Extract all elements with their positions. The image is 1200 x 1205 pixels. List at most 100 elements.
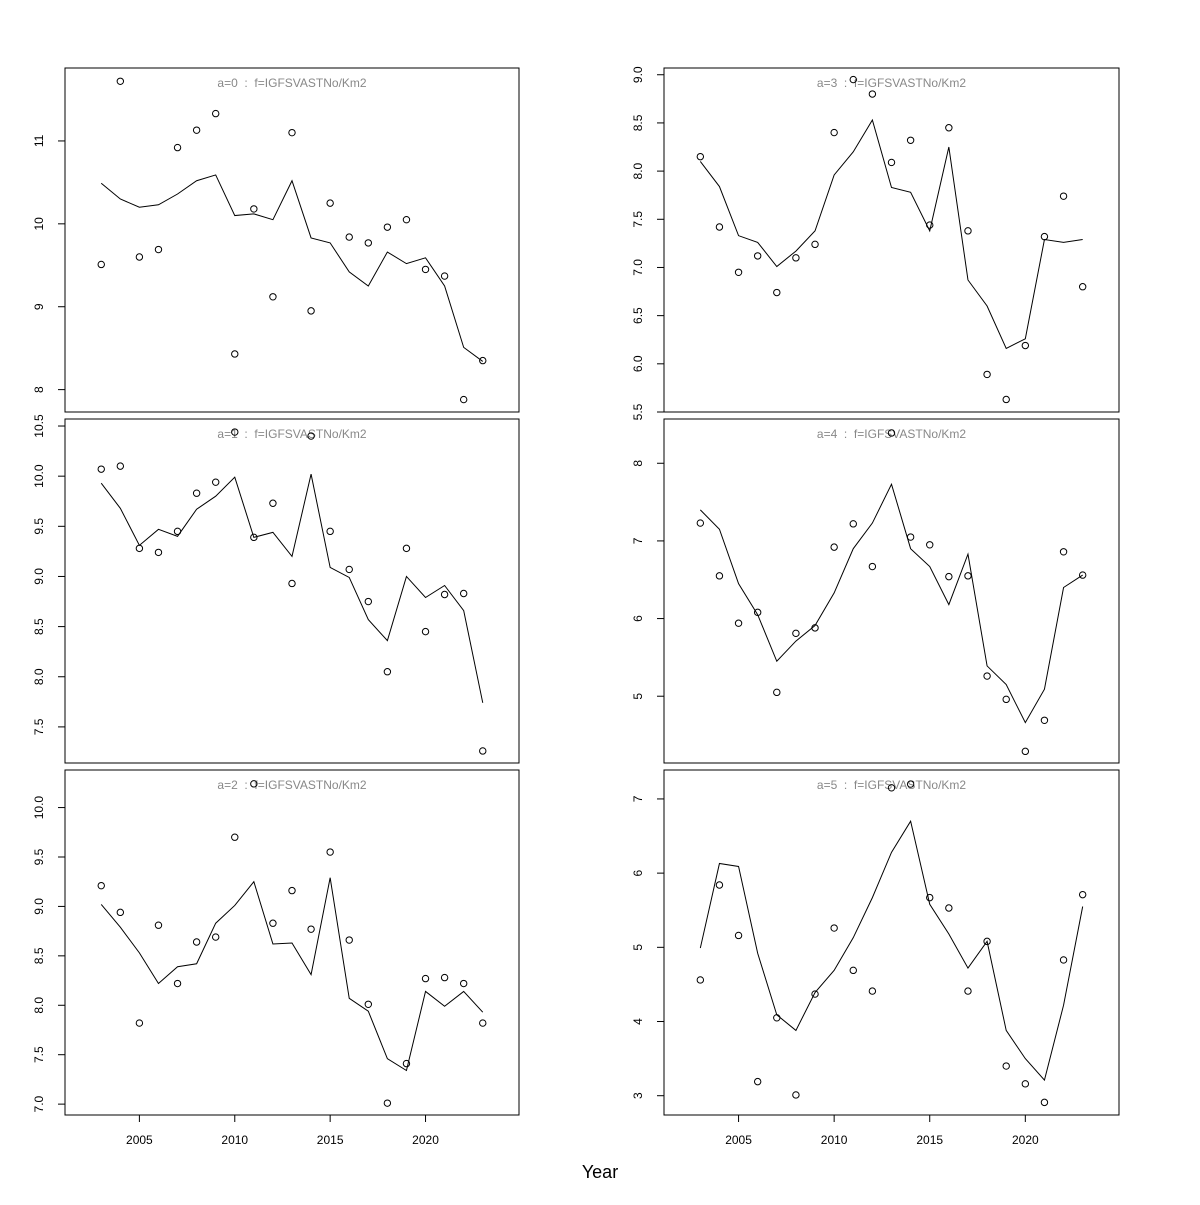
y-tick-label: 7 xyxy=(631,537,645,544)
data-point xyxy=(231,350,239,358)
data-point xyxy=(926,541,934,549)
data-point xyxy=(753,252,762,260)
data-point xyxy=(734,619,743,627)
y-tick-label: 11 xyxy=(32,134,46,147)
x-axis-label: Year xyxy=(582,1162,618,1182)
data-point xyxy=(964,572,972,580)
y-tick-label: 10.5 xyxy=(32,414,46,438)
data-point xyxy=(849,966,857,975)
data-point xyxy=(211,109,220,118)
data-point xyxy=(135,253,144,261)
data-point xyxy=(345,233,353,241)
fitted-line xyxy=(699,819,1084,1082)
data-point xyxy=(364,239,373,247)
y-tick-label: 8 xyxy=(32,386,46,393)
data-point xyxy=(1059,548,1068,556)
data-point xyxy=(696,152,705,161)
data-point xyxy=(288,128,296,137)
y-tick-label: 5 xyxy=(631,693,645,700)
x-tick-label: 2015 xyxy=(317,1133,344,1147)
data-point xyxy=(479,356,487,365)
x-tick-label: 2020 xyxy=(412,1133,439,1147)
data-point xyxy=(773,688,781,697)
data-point xyxy=(945,124,953,132)
data-point xyxy=(440,973,449,982)
data-point xyxy=(830,543,838,551)
x-tick-label: 2005 xyxy=(725,1133,752,1147)
data-point xyxy=(421,974,430,983)
y-tick-label: 7.0 xyxy=(631,259,645,276)
data-point xyxy=(402,1059,411,1068)
y-tick-label: 9.5 xyxy=(32,518,46,535)
panel: a=2 : f=IGFSVASTNo/Km2 7.0 7.5 8.0 8.5 9.0 9.5… xyxy=(32,769,520,1147)
y-tick-label: 5.5 xyxy=(631,403,645,420)
fitted-line xyxy=(100,474,484,703)
y-tick-label: 3 xyxy=(631,1092,645,1099)
data-point xyxy=(715,223,724,231)
data-point xyxy=(459,979,468,988)
data-point xyxy=(250,533,258,542)
data-point xyxy=(364,1000,373,1008)
data-point xyxy=(421,627,430,636)
data-point xyxy=(402,215,411,224)
data-point xyxy=(211,933,220,941)
y-tick-label: 8.5 xyxy=(32,947,46,964)
x-tick-label: 2020 xyxy=(1012,1133,1039,1147)
y-tick-label: 5 xyxy=(631,944,645,951)
data-point xyxy=(945,572,953,581)
data-point xyxy=(1078,283,1087,291)
panel-title: a=4 : f=IGFSVASTNo/Km2 xyxy=(817,427,966,441)
data-point xyxy=(926,893,934,902)
data-point xyxy=(849,75,857,84)
data-point xyxy=(383,1099,392,1107)
data-point xyxy=(326,527,334,536)
y-tick-label: 9.5 xyxy=(32,848,46,865)
y-tick-label: 8.5 xyxy=(32,618,46,635)
data-point xyxy=(715,881,724,889)
fitted-line xyxy=(699,482,1083,724)
data-point xyxy=(1040,716,1049,724)
data-point xyxy=(97,881,105,890)
y-tick-label: 8.5 xyxy=(631,114,645,131)
data-point xyxy=(887,158,896,167)
x-tick-label: 2015 xyxy=(916,1133,943,1147)
data-point xyxy=(116,77,125,85)
data-point xyxy=(345,936,353,944)
y-tick-label: 7.5 xyxy=(32,1046,46,1063)
data-point xyxy=(440,272,449,280)
data-point xyxy=(269,919,277,927)
fitted-line xyxy=(100,877,484,1072)
data-point xyxy=(983,370,991,379)
data-point xyxy=(211,478,220,486)
data-point xyxy=(459,589,468,598)
data-point xyxy=(173,979,182,988)
data-point xyxy=(830,924,838,932)
plot-frame xyxy=(64,67,520,413)
data-point xyxy=(326,848,334,856)
x-tick-label: 2005 xyxy=(126,1133,153,1147)
data-point xyxy=(250,205,258,213)
data-point xyxy=(849,520,857,528)
data-point xyxy=(811,990,819,998)
data-point xyxy=(792,1091,800,1099)
plot-frame xyxy=(64,418,520,764)
data-point xyxy=(906,136,915,144)
data-point xyxy=(715,572,724,580)
data-point xyxy=(1021,1080,1030,1088)
y-tick-label: 7.5 xyxy=(631,211,645,228)
y-tick-label: 8.0 xyxy=(32,997,46,1014)
data-point xyxy=(459,395,468,404)
y-tick-label: 10 xyxy=(32,217,46,231)
y-tick-label: 6 xyxy=(631,615,645,622)
plot-frame xyxy=(663,418,1120,764)
data-point xyxy=(753,1077,762,1086)
data-point xyxy=(868,987,877,995)
y-tick-label: 9 xyxy=(32,303,46,310)
data-point xyxy=(1059,192,1068,200)
data-point xyxy=(269,293,277,301)
data-point xyxy=(1002,695,1010,704)
data-point xyxy=(792,629,800,638)
panel-title: a=3 : f=IGFSVASTNo/Km2 xyxy=(817,76,966,90)
data-point xyxy=(773,288,781,297)
plot-frame xyxy=(663,769,1120,1116)
